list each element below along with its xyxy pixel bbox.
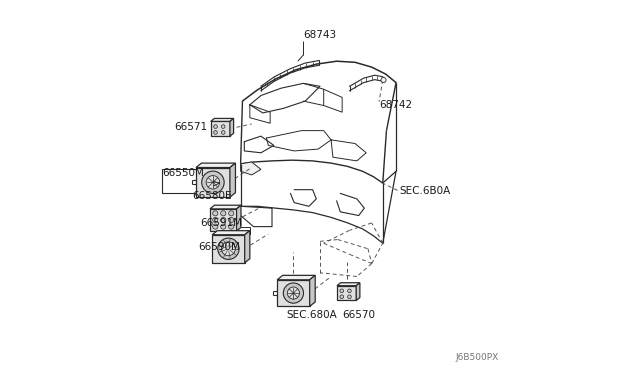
Text: 66550M: 66550M [162,168,204,178]
Polygon shape [196,163,236,167]
Polygon shape [310,275,316,307]
Polygon shape [211,118,234,121]
Text: 66590M: 66590M [198,242,240,252]
Polygon shape [337,286,356,301]
Polygon shape [241,162,261,175]
Polygon shape [211,121,230,136]
Circle shape [221,131,225,134]
Polygon shape [212,231,250,235]
Circle shape [221,211,226,216]
Text: 66580E: 66580E [193,191,232,201]
Text: SEC.680A: SEC.680A [286,310,337,320]
Circle shape [228,217,234,222]
Circle shape [340,289,344,293]
Circle shape [221,224,226,229]
Text: 66571: 66571 [174,122,207,132]
Text: 68743: 68743 [303,30,337,40]
Polygon shape [337,283,360,286]
Polygon shape [230,118,234,136]
Polygon shape [210,205,241,209]
Circle shape [212,224,218,229]
Polygon shape [230,163,236,197]
Polygon shape [244,231,250,263]
Circle shape [212,211,218,216]
Circle shape [221,242,236,256]
Circle shape [221,125,225,128]
Polygon shape [277,280,310,307]
Text: 66570: 66570 [342,310,375,320]
Circle shape [287,287,300,299]
Polygon shape [196,167,230,197]
Polygon shape [212,235,244,263]
Polygon shape [237,205,241,231]
Circle shape [214,131,218,134]
Circle shape [206,176,220,189]
Circle shape [214,125,218,128]
Circle shape [348,295,351,299]
Circle shape [218,238,239,259]
Polygon shape [277,275,316,280]
Bar [162,169,205,193]
Circle shape [284,283,303,303]
Circle shape [340,295,344,299]
Circle shape [381,77,386,83]
Text: J6B500PX: J6B500PX [456,353,499,362]
Circle shape [221,217,226,222]
Circle shape [228,224,234,229]
Circle shape [212,217,218,222]
Polygon shape [356,283,360,301]
Text: 68742: 68742 [379,100,412,110]
Text: SEC.6B0A: SEC.6B0A [399,186,451,196]
Text: 66591M: 66591M [200,218,242,228]
Polygon shape [210,209,237,231]
Circle shape [202,171,224,193]
Circle shape [228,211,234,216]
Circle shape [348,289,351,293]
